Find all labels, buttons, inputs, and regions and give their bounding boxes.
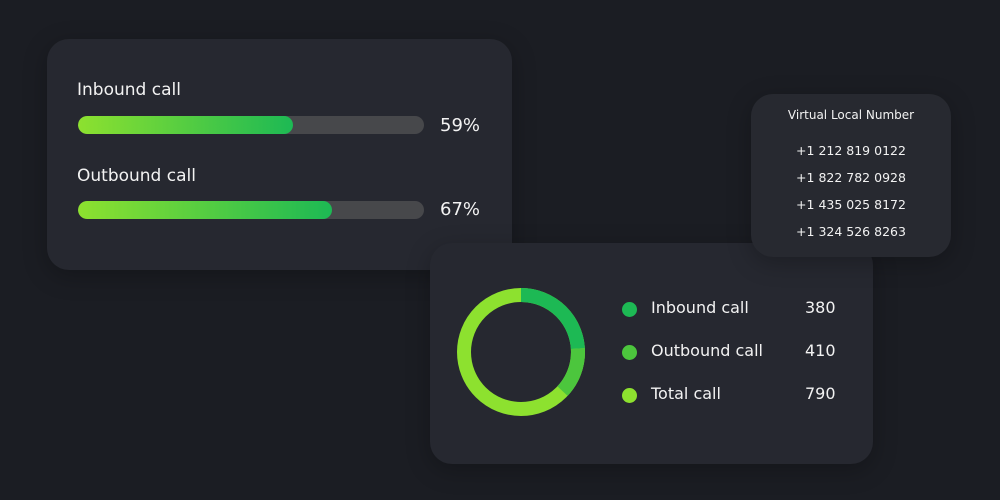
legend-item-total: Total call 790	[622, 381, 852, 424]
legend-item-inbound: Inbound call 380	[622, 295, 852, 338]
outbound-legend-value: 410	[805, 341, 836, 360]
outbound-progress-fill	[78, 201, 333, 219]
outbound-progress-percent: 67%	[440, 199, 481, 220]
virtual-number-item[interactable]: +1 212 819 0122	[796, 143, 906, 158]
legend-item-outbound: Outbound call 410	[622, 338, 852, 381]
inbound-progress-label: Inbound call	[77, 80, 181, 100]
virtual-number-item[interactable]: +1 435 025 8172	[796, 197, 906, 212]
outbound-legend-dot	[622, 345, 637, 360]
virtual-number-title: Virtual Local Number	[787, 108, 915, 122]
inbound-legend-value: 380	[805, 298, 836, 317]
inbound-legend-label: Inbound call	[651, 298, 749, 317]
inbound-progress-fill	[78, 116, 293, 134]
donut-legend: Inbound call 380 Outbound call 410 Total…	[622, 295, 852, 424]
virtual-number-item[interactable]: +1 324 526 8263	[796, 224, 906, 239]
total-legend-dot	[622, 388, 637, 403]
virtual-number-item[interactable]: +1 822 782 0928	[796, 170, 906, 185]
outbound-progress-label: Outbound call	[77, 166, 196, 186]
call-donut-chart	[457, 288, 585, 416]
inbound-legend-dot	[622, 302, 637, 317]
donut-segment-inbound	[520, 288, 585, 350]
total-legend-value: 790	[805, 384, 836, 403]
donut-segment-outbound	[557, 348, 585, 396]
virtual-number-card: Virtual Local Number +1 212 819 0122 +1 …	[751, 94, 951, 257]
inbound-progress-percent: 59%	[440, 115, 481, 136]
total-legend-label: Total call	[651, 384, 721, 403]
inbound-progress-track	[78, 116, 424, 134]
call-summary-card: Inbound call 380 Outbound call 410 Total…	[430, 243, 873, 464]
outbound-progress-track	[78, 201, 424, 219]
outbound-legend-label: Outbound call	[651, 341, 763, 360]
virtual-number-list: +1 212 819 0122 +1 822 782 0928 +1 435 0…	[751, 143, 951, 251]
call-progress-card: Inbound call 59% Outbound call 67%	[47, 39, 512, 270]
